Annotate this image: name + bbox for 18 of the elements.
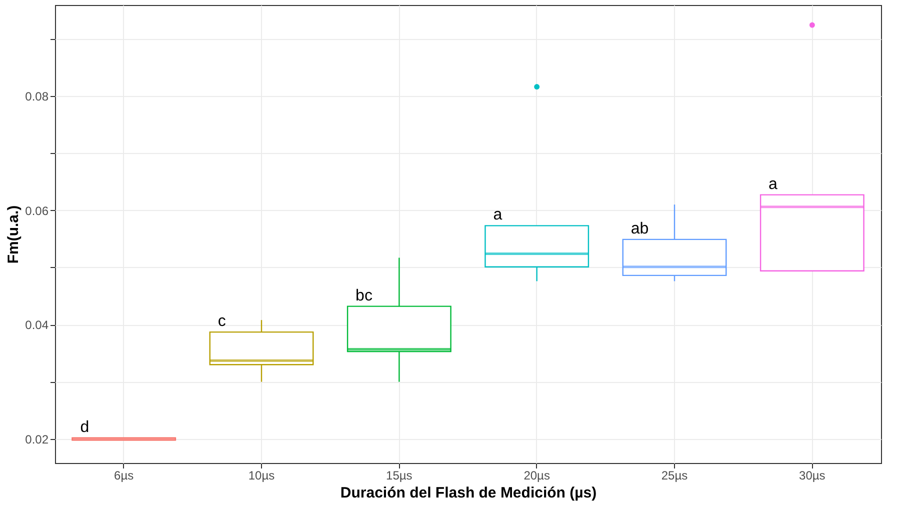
annotation: ab bbox=[630, 220, 649, 238]
x-tick-label: 15µs bbox=[386, 468, 412, 482]
x-tick-label: 10µs bbox=[248, 468, 275, 482]
y-tick-label: 0.08 bbox=[25, 89, 49, 104]
annotation: bc bbox=[356, 287, 372, 304]
x-tick-label: 6µs bbox=[114, 468, 134, 482]
x-axis-title: Duración del Flash de Medición (µs) bbox=[340, 484, 597, 502]
annotation: a bbox=[768, 176, 778, 193]
annotation: a bbox=[493, 206, 502, 224]
y-axis-title: Fm(u.a.) bbox=[5, 205, 22, 264]
x-tick-label: 30µs bbox=[799, 468, 826, 482]
annotation: d bbox=[80, 418, 90, 436]
annotation: c bbox=[218, 313, 226, 330]
x-tick-label: 20µs bbox=[524, 468, 550, 482]
y-tick-label: 0.06 bbox=[25, 204, 49, 218]
y-tick-label: 0.02 bbox=[25, 432, 49, 446]
x-tick-label: 25µs bbox=[661, 468, 688, 482]
y-tick-label: 0.04 bbox=[25, 318, 49, 332]
